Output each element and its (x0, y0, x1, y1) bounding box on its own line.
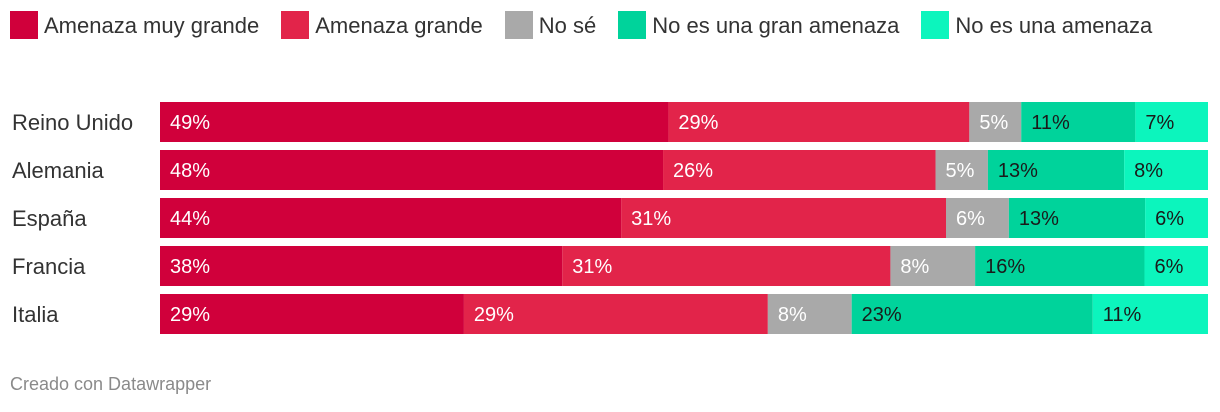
bar-segment (562, 246, 891, 286)
bar-segment (1124, 150, 1208, 190)
bar-segment (160, 198, 622, 238)
data-label: 11% (1103, 304, 1142, 326)
bar-segment (621, 198, 946, 238)
bar-segment (463, 294, 768, 334)
data-label: 5% (946, 160, 975, 182)
data-label: 7% (1145, 112, 1174, 134)
bar-segment (668, 102, 970, 142)
row-label: Reino Unido (12, 110, 133, 135)
data-label: 8% (778, 304, 807, 326)
data-label: 23% (862, 304, 902, 326)
bar-segment (1008, 198, 1146, 238)
bar-segment (160, 246, 563, 286)
legend: Amenaza muy grande Amenaza grande No sé No … (10, 8, 1210, 44)
data-label: 29% (474, 304, 514, 326)
data-label: 38% (170, 256, 210, 278)
data-label: 8% (1134, 160, 1163, 182)
bar-segment (1135, 102, 1208, 142)
stacked-bar-chart: Reino Unido 49% 29% 5% 11% 7% Alemania 48% 26% 5%… (12, 102, 1208, 334)
bar-segment (1145, 198, 1208, 238)
data-label: 26% (673, 160, 713, 182)
row-label: Italia (12, 302, 59, 327)
data-label: 5% (979, 112, 1008, 134)
footer-credit: Creado con Datawrapper (10, 374, 212, 394)
data-label: 31% (631, 208, 671, 230)
legend-label: No es una gran amenaza (652, 13, 900, 38)
bar-segment (975, 246, 1145, 286)
data-label: 6% (956, 208, 985, 230)
data-label: 48% (170, 160, 210, 182)
bar-segment (890, 246, 976, 286)
data-label: 13% (998, 160, 1038, 182)
data-label: 29% (678, 112, 718, 134)
bar-segment (663, 150, 936, 190)
data-label: 29% (170, 304, 210, 326)
legend-label: No sé (538, 13, 597, 38)
legend-swatch (281, 11, 310, 39)
bar-segment (160, 294, 464, 334)
row-label: Francia (12, 254, 86, 279)
legend-swatch (10, 11, 38, 39)
bar-segment (851, 294, 1093, 334)
data-label: 16% (985, 256, 1025, 278)
data-label: 6% (1154, 256, 1183, 278)
legend-label: Amenaza grande (315, 13, 483, 38)
bar-segment (160, 102, 669, 142)
data-label: 8% (900, 256, 929, 278)
data-label: 31% (572, 256, 612, 278)
bar-segment (767, 294, 852, 334)
bar-segment (160, 150, 664, 190)
data-label: 11% (1031, 112, 1070, 134)
bar-segment (935, 150, 988, 190)
legend-swatch (618, 11, 647, 39)
legend-swatch (504, 11, 533, 39)
legend-item: Amenaza muy grande (10, 8, 259, 44)
bar-segment (946, 198, 1009, 238)
bar-segment (969, 102, 1022, 142)
legend-label: Amenaza muy grande (44, 13, 260, 38)
data-label: 6% (1155, 208, 1184, 230)
legend-item: Amenaza grande (281, 8, 483, 44)
legend-label: No es una amenaza (955, 13, 1153, 38)
data-label: 49% (170, 112, 210, 134)
bar-segment (1144, 246, 1208, 286)
bar-segment (987, 150, 1125, 190)
legend-item: No sé (504, 8, 597, 44)
row-label: España (12, 206, 87, 231)
data-label: 44% (170, 208, 210, 230)
legend-item: No es una amenaza (921, 8, 1152, 44)
legend-swatch (921, 11, 950, 39)
bar-segment (1092, 294, 1208, 334)
bar-segment (1021, 102, 1136, 142)
legend-item: No es una gran amenaza (618, 8, 899, 44)
data-label: 13% (1019, 208, 1059, 230)
row-label: Alemania (12, 158, 104, 183)
